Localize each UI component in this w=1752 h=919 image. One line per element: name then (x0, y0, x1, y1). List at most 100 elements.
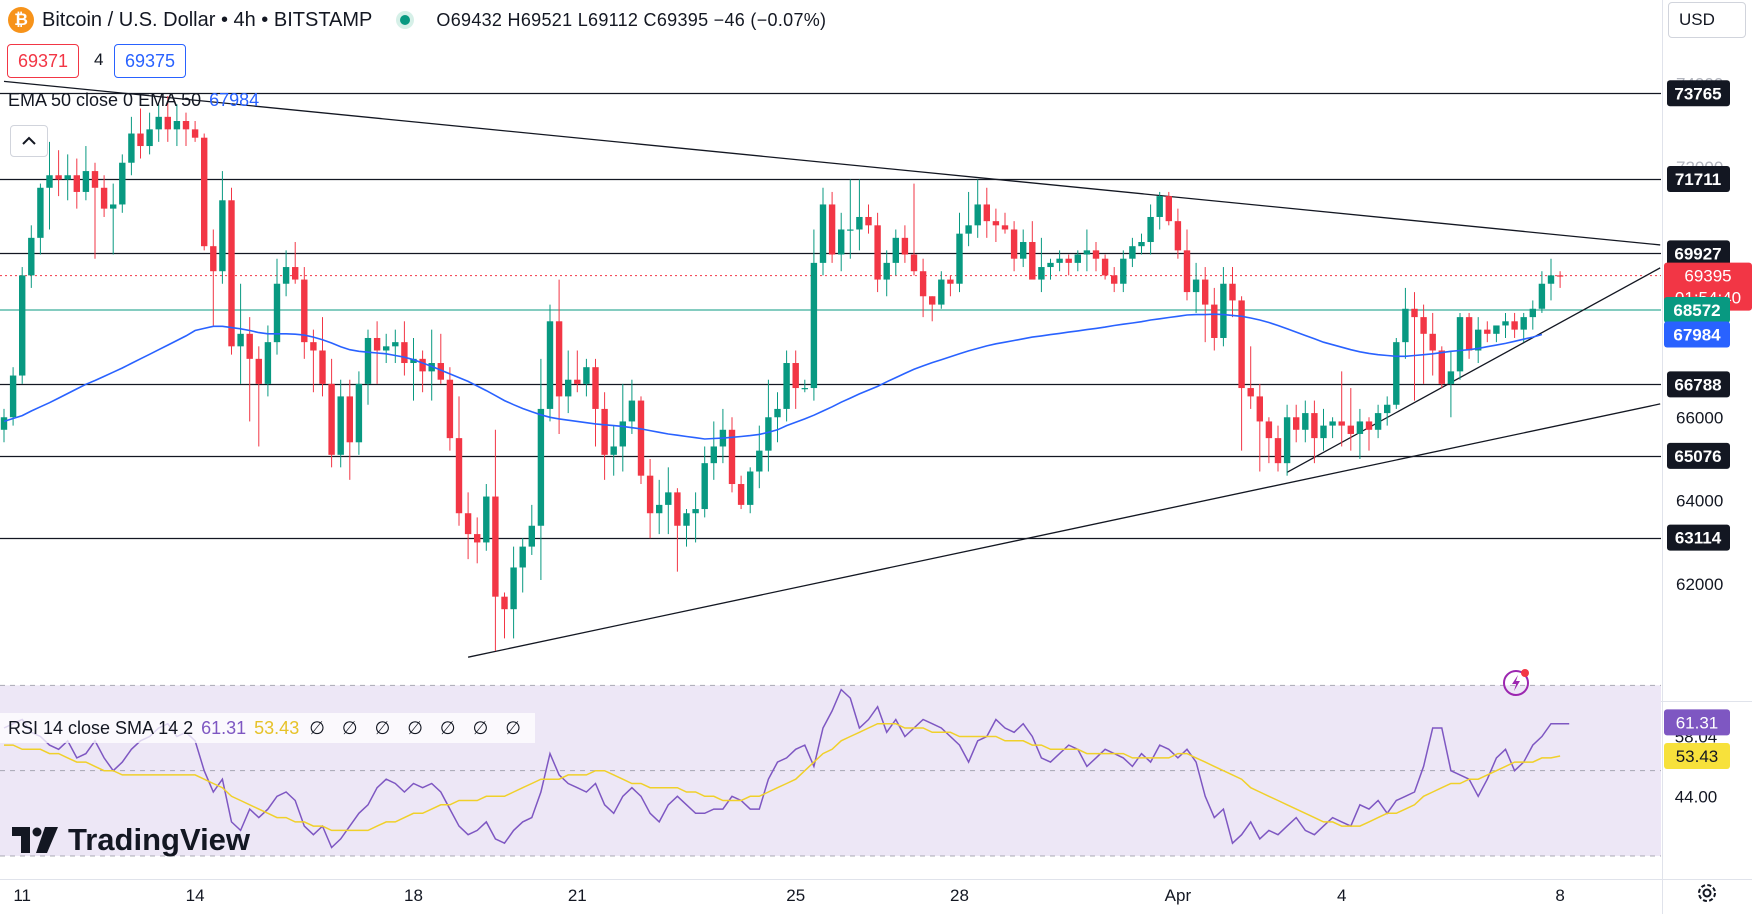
candle-body (210, 246, 217, 272)
candle-body (1211, 304, 1218, 338)
candle-body (1302, 413, 1309, 430)
candle-body (1220, 283, 1227, 338)
candle-body (355, 383, 363, 443)
candle-body (1484, 329, 1491, 334)
candle-body (1556, 275, 1564, 277)
lightning-alert-icon[interactable] (1500, 666, 1532, 698)
candle-body (774, 408, 781, 418)
candle-body (1183, 250, 1191, 293)
ema-legend[interactable]: EMA 50 close 0 EMA 50 67984 (8, 90, 259, 111)
candle-body (1229, 283, 1236, 301)
candle-body (364, 337, 372, 384)
candle-body (646, 475, 654, 514)
candle-body (792, 363, 799, 389)
level-price-tag (1667, 524, 1730, 551)
candle-body (1293, 417, 1300, 430)
candle-body (483, 496, 490, 543)
bid-price-button[interactable]: 69371 (7, 44, 80, 78)
candle-body (983, 204, 990, 222)
candle-body (146, 129, 153, 147)
level-price-label: 69927 (1674, 244, 1721, 263)
symbol-title[interactable]: Bitcoin / U.S. Dollar • 4h • BITSTAMP (42, 8, 373, 31)
time-tick-label: 11 (13, 886, 31, 905)
candle-body (865, 216, 872, 226)
candle-body (747, 471, 754, 505)
candle-body (228, 200, 235, 347)
spread-value: 4 (94, 50, 104, 69)
rsi-sma-value-tag (1664, 743, 1730, 770)
candle-body (46, 175, 53, 188)
candle-body (73, 175, 80, 192)
candle-body (592, 367, 599, 409)
candle-body (1092, 250, 1100, 259)
rsi-sma-line (4, 722, 1561, 832)
currency-selector[interactable]: USD (1668, 2, 1746, 38)
candle-body (1056, 258, 1063, 263)
candle-body (537, 408, 545, 526)
candle-body (683, 513, 690, 526)
candle-body (37, 187, 44, 238)
candle-body (1174, 221, 1182, 251)
candle-body (1475, 329, 1482, 351)
candle-body (1238, 300, 1245, 389)
candle-body (974, 204, 981, 226)
tradingview-logo[interactable]: TradingView (12, 822, 250, 858)
candle-body (237, 333, 244, 347)
candle-body (328, 383, 335, 455)
time-tick-label: 25 (786, 886, 805, 905)
candle-body (637, 400, 645, 476)
candle-body (19, 275, 26, 376)
candle-body (1147, 216, 1154, 243)
candle-body (965, 225, 972, 234)
candle-body (665, 492, 672, 505)
candle-body (892, 237, 899, 263)
candle-body (710, 446, 717, 464)
candle-body (510, 567, 517, 610)
gear-icon[interactable] (1694, 880, 1720, 906)
level-price-tag (1667, 80, 1730, 107)
candle-body (1038, 267, 1045, 280)
candle-body (1083, 250, 1091, 255)
symbol-header[interactable]: ₿ Bitcoin / U.S. Dollar • 4h • BITSTAMP … (0, 0, 826, 40)
candle-body (474, 534, 481, 543)
candle-body (292, 267, 299, 280)
candle-body (601, 408, 608, 455)
candle-body (264, 342, 272, 384)
candle-body (0, 417, 8, 430)
rsi-legend-value: 61.31 (201, 717, 247, 738)
candle-body (1101, 258, 1109, 276)
candle-body (1438, 350, 1445, 384)
candle-body (1529, 308, 1536, 318)
candle-body (410, 358, 417, 364)
collapse-legend-button[interactable] (10, 125, 48, 157)
candle-body (1338, 421, 1345, 426)
time-tick-label: 14 (186, 886, 205, 905)
level-price-tag (1667, 240, 1730, 267)
ema-legend-value: 67984 (209, 90, 260, 110)
level-price-label: 71711 (1675, 170, 1721, 189)
candle-body (119, 162, 126, 205)
candle-body (110, 204, 117, 209)
candle-body (1156, 196, 1163, 217)
candle-body (164, 116, 171, 130)
candle-body (692, 509, 699, 514)
candle-body (1202, 279, 1209, 305)
ask-price-button[interactable]: 69375 (114, 44, 187, 78)
level-price-tag (1667, 165, 1730, 192)
candle-body (1465, 317, 1473, 351)
candle-body (337, 396, 344, 455)
candle-body (929, 296, 936, 305)
candle-body (1138, 242, 1145, 247)
candle-body (1320, 425, 1327, 439)
candle-body (82, 171, 90, 192)
candle-body (464, 513, 472, 535)
level-price-tag (1667, 442, 1730, 469)
candle-body (847, 229, 854, 231)
rsi-legend[interactable]: RSI 14 close SMA 14 2 61.31 53.43 ∅ ∅ ∅ … (0, 713, 535, 743)
trendline (467, 403, 1661, 658)
last-price-label: 69395 (1684, 267, 1731, 286)
candle-body (838, 229, 845, 255)
candle-body (674, 492, 681, 526)
